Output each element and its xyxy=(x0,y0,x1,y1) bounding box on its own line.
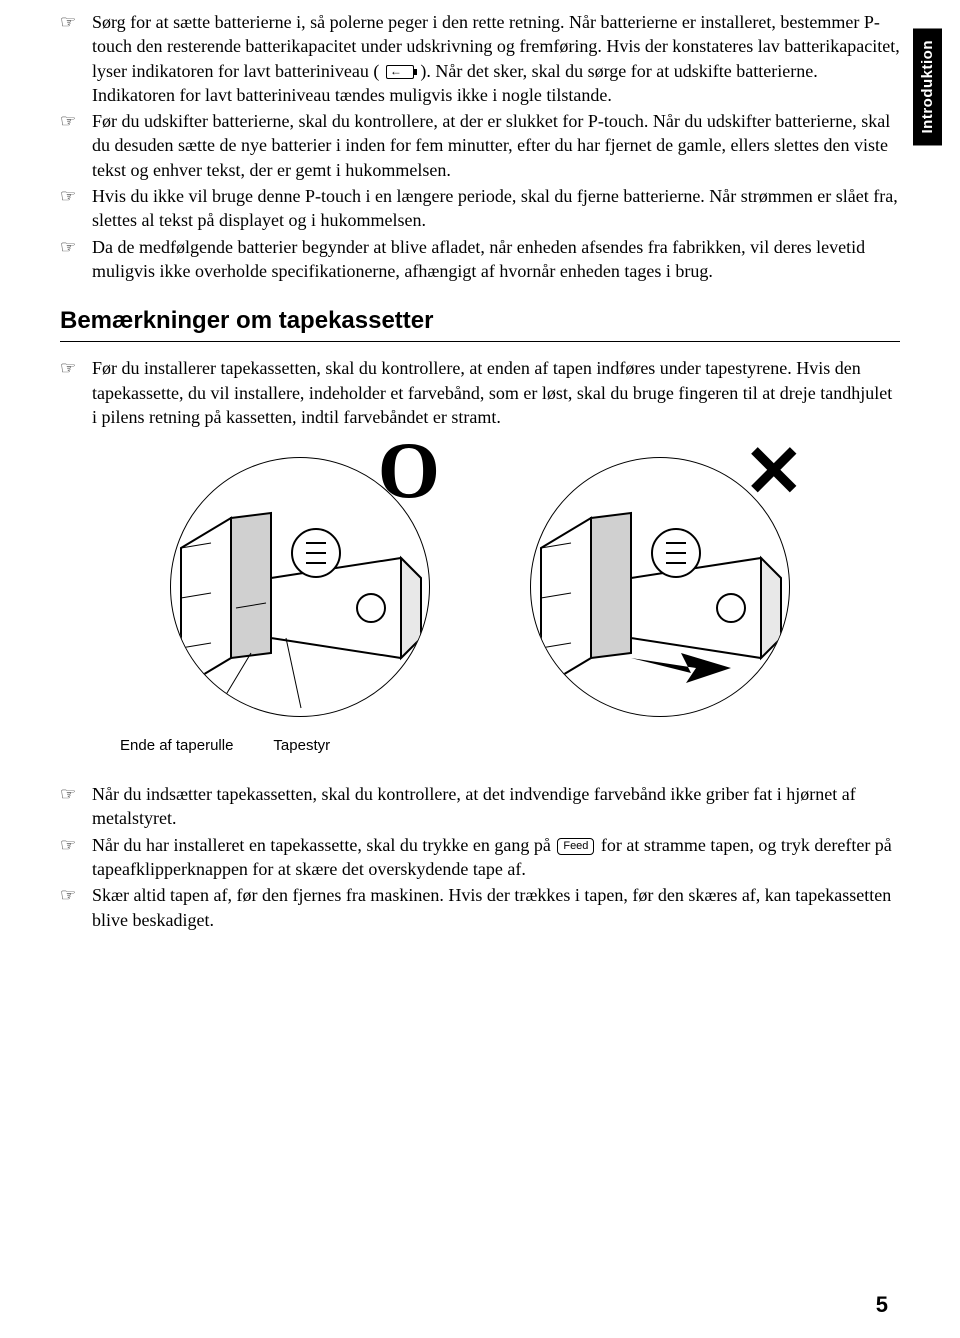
arrow-icon xyxy=(631,653,731,683)
bullet-text: Før du udskifter batterierne, skal du ko… xyxy=(92,111,890,180)
bullet-item: Da de medfølgende batterier begynder at … xyxy=(60,235,900,284)
bullet-text: Når du har installeret en tapekassette, … xyxy=(92,835,892,879)
diagram-incorrect: ✕ xyxy=(510,457,810,717)
bullet-text: Hvis du ikke vil bruge denne P-touch i e… xyxy=(92,186,898,230)
feed-button-icon: Feed xyxy=(557,838,594,854)
bullet-text: Skær altid tapen af, før den fjernes fra… xyxy=(92,885,891,929)
label-tape-end: Ende af taperulle xyxy=(120,737,233,754)
mid-bullet-list: Før du installerer tapekassetten, skal d… xyxy=(60,356,900,429)
incorrect-mark-icon: ✕ xyxy=(744,447,804,497)
top-bullet-list: Sørg for at sætte batterierne i, så pole… xyxy=(60,10,900,283)
section-heading: Bemærkninger om tapekassetter xyxy=(60,307,900,335)
cassette-svg-incorrect xyxy=(531,458,790,717)
page-content: Sørg for at sætte batterierne i, så pole… xyxy=(0,0,960,996)
bullet-item: Før du installerer tapekassetten, skal d… xyxy=(60,356,900,429)
label-tape-guide: Tapestyr xyxy=(273,737,330,754)
page-number: 5 xyxy=(876,1292,888,1318)
bullet-text: Da de medfølgende batterier begynder at … xyxy=(92,237,865,281)
cassette-diagram-incorrect xyxy=(530,457,790,717)
correct-mark-icon: O xyxy=(378,447,440,495)
bullet-item: Hvis du ikke vil bruge denne P-touch i e… xyxy=(60,184,900,233)
diagram-labels: Ende af taperulle Tapestyr xyxy=(120,737,900,754)
cassette-diagram-correct xyxy=(170,457,430,717)
battery-low-icon xyxy=(386,65,414,79)
bullet-text: Sørg for at sætte batterierne i, så pole… xyxy=(92,12,900,105)
bullet-text: Når du indsætter tapekassetten, skal du … xyxy=(92,784,856,828)
bullet-item: Når du indsætter tapekassetten, skal du … xyxy=(60,782,900,831)
bullet-item: Når du har installeret en tapekassette, … xyxy=(60,833,900,882)
bullet-item: Før du udskifter batterierne, skal du ko… xyxy=(60,109,900,182)
bullet-item: Sørg for at sætte batterierne i, så pole… xyxy=(60,10,900,107)
bullet-text: Før du installerer tapekassetten, skal d… xyxy=(92,358,892,427)
diagram-row: O xyxy=(60,457,900,717)
diagram-correct: O xyxy=(150,457,450,717)
heading-rule xyxy=(60,341,900,342)
bullet-item: Skær altid tapen af, før den fjernes fra… xyxy=(60,883,900,932)
bottom-bullet-list: Når du indsætter tapekassetten, skal du … xyxy=(60,782,900,932)
cassette-svg-correct xyxy=(171,458,430,717)
